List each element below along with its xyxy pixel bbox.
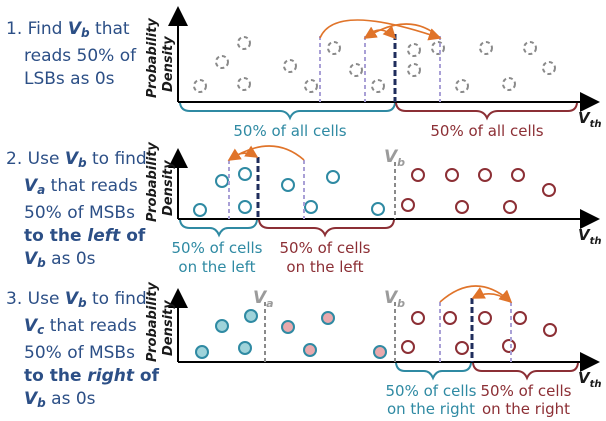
cell bbox=[455, 79, 469, 93]
search-arrow bbox=[439, 285, 513, 304]
step-number: 1. bbox=[6, 19, 23, 39]
left-brace bbox=[179, 219, 258, 238]
cell bbox=[237, 77, 251, 91]
right-brace bbox=[258, 219, 395, 238]
cell bbox=[371, 202, 385, 216]
cell bbox=[478, 311, 492, 325]
cell bbox=[455, 341, 469, 355]
cell bbox=[193, 203, 207, 217]
left-caption: 50% of cells bbox=[386, 382, 477, 400]
cell bbox=[513, 311, 527, 325]
cell bbox=[411, 168, 425, 182]
right-caption-2: on the left bbox=[286, 258, 363, 276]
search-arrow bbox=[471, 287, 512, 303]
cell bbox=[407, 63, 421, 77]
cell bbox=[401, 340, 415, 354]
right-caption: 50% of cells bbox=[280, 239, 371, 257]
left-brace bbox=[395, 362, 472, 381]
cell bbox=[502, 339, 516, 353]
left-cells bbox=[193, 167, 385, 217]
vb-label: Vb bbox=[384, 147, 405, 169]
right-cells bbox=[401, 311, 557, 355]
search-arrow bbox=[363, 23, 441, 39]
cell bbox=[321, 311, 335, 325]
cell bbox=[304, 79, 318, 93]
cell bbox=[193, 79, 207, 93]
vb-label: Vb bbox=[384, 288, 405, 310]
teal-filled-cells bbox=[195, 309, 258, 359]
panel-2: Probability Density Vth bbox=[145, 142, 602, 276]
right-brace bbox=[395, 102, 578, 121]
cell bbox=[215, 319, 229, 333]
y-axis-label: Probability bbox=[145, 18, 160, 98]
cell bbox=[215, 174, 229, 188]
x-axis-label: Vth bbox=[578, 226, 602, 247]
panel-3: Probability Density Vth bbox=[145, 282, 602, 418]
cell bbox=[283, 59, 297, 73]
step-3-text: 3. Use Vb to find Vc that reads 50% of M… bbox=[6, 289, 160, 410]
cell bbox=[281, 178, 295, 192]
cell bbox=[542, 61, 556, 75]
right-caption: 50% of all cells bbox=[430, 122, 543, 140]
left-caption: 50% of cells bbox=[172, 239, 263, 257]
cell bbox=[281, 320, 295, 334]
cell bbox=[523, 41, 537, 55]
cell bbox=[455, 200, 469, 214]
cell bbox=[195, 345, 209, 359]
cell bbox=[326, 170, 340, 184]
left-caption: 50% of all cells bbox=[233, 122, 346, 140]
left-brace bbox=[179, 102, 396, 121]
y-axis-label: Probability bbox=[145, 282, 160, 362]
cell bbox=[238, 167, 252, 181]
search-arrow bbox=[364, 25, 397, 40]
step-2-text: 2. Use Vb to find Va that reads 50% of M… bbox=[6, 149, 147, 270]
cell bbox=[407, 43, 421, 57]
right-brace bbox=[472, 362, 579, 381]
cell bbox=[542, 183, 556, 197]
y-axis-label-2: Density bbox=[161, 160, 176, 216]
cell bbox=[478, 168, 492, 182]
cell bbox=[479, 41, 493, 55]
cell bbox=[371, 79, 385, 93]
cell bbox=[303, 343, 317, 357]
cell bbox=[502, 77, 516, 91]
cell bbox=[327, 41, 341, 55]
x-axis-label: Vth bbox=[578, 369, 602, 390]
right-caption: 50% of cells bbox=[481, 382, 572, 400]
cell bbox=[238, 200, 252, 214]
cell bbox=[411, 311, 425, 325]
y-axis-label-2: Density bbox=[161, 36, 176, 92]
cell bbox=[543, 323, 557, 337]
cell bbox=[431, 41, 445, 55]
cell bbox=[445, 168, 459, 182]
cell-distribution bbox=[193, 36, 556, 93]
pink-filled-cells bbox=[281, 311, 387, 359]
cell bbox=[401, 198, 415, 212]
right-cells bbox=[401, 168, 556, 214]
panel-1: Probability Density Vth bbox=[145, 6, 602, 140]
cell bbox=[244, 309, 258, 323]
cell bbox=[215, 55, 229, 69]
cell bbox=[503, 200, 517, 214]
cell bbox=[237, 36, 251, 50]
right-caption-2: on the right bbox=[482, 400, 570, 418]
left-caption-2: on the left bbox=[178, 258, 255, 276]
va-label: Va bbox=[253, 288, 274, 310]
y-axis-label: Probability bbox=[145, 142, 160, 222]
cell bbox=[443, 311, 457, 325]
cell bbox=[373, 345, 387, 359]
y-axis-label-2: Density bbox=[161, 300, 176, 356]
left-caption-2: on the right bbox=[387, 400, 475, 418]
cell bbox=[238, 341, 252, 355]
x-axis-label: Vth bbox=[578, 109, 602, 130]
cell bbox=[349, 63, 363, 77]
search-arrow bbox=[319, 19, 442, 41]
cell bbox=[511, 168, 525, 182]
search-arrow bbox=[228, 145, 259, 161]
cell bbox=[304, 200, 318, 214]
step-1-text: 1. Find Vb that reads 50% of LSBs as 0s bbox=[6, 19, 137, 89]
